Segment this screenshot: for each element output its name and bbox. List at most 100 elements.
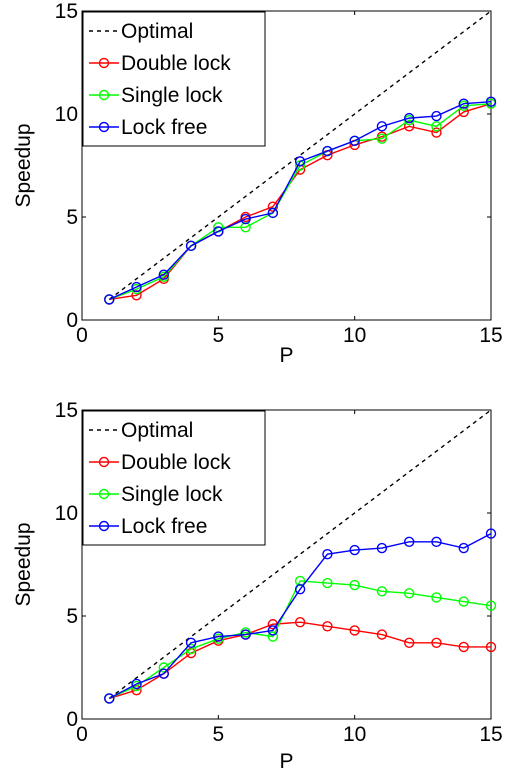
legend-item-double-lock: Double lock	[89, 451, 231, 474]
data-point-double-lock	[322, 621, 333, 632]
legend-item-single-lock: Single lock	[89, 483, 223, 506]
data-point-lock-free	[131, 281, 142, 293]
legend-item-lock-free: Lock free	[89, 515, 207, 538]
data-point-lock-free	[458, 542, 469, 554]
legend-box	[82, 410, 266, 546]
legend-item-lock-free: Lock free	[89, 116, 207, 139]
data-point-double-lock	[349, 625, 360, 636]
legend-marker	[98, 456, 110, 468]
legend-label: Lock free	[121, 515, 207, 538]
data-point-double-lock	[458, 641, 469, 653]
data-point-lock-free	[322, 549, 333, 560]
bottom-speedup-chart: 0 5 10 15 0 5 10 15 P Speedup Optimal Double lock Si…	[12, 399, 503, 773]
x-axis-label: P	[279, 750, 293, 773]
legend-item-double-lock: Double lock	[89, 52, 231, 75]
data-point-lock-free	[267, 207, 279, 219]
data-point-single-lock	[294, 575, 306, 587]
data-point-lock-free	[376, 542, 388, 554]
data-point-double-lock	[404, 637, 415, 648]
x-tick-label: 5	[212, 324, 224, 347]
y-tick-label: 5	[66, 605, 78, 628]
x-tick-label: 0	[76, 324, 88, 347]
x-tick-label: 10	[343, 723, 366, 746]
data-point-lock-free	[431, 536, 442, 548]
data-point-double-lock	[431, 637, 442, 648]
data-point-lock-free	[376, 121, 388, 132]
data-point-lock-free	[158, 269, 170, 280]
legend-marker	[98, 121, 110, 133]
data-point-single-lock	[485, 600, 497, 611]
legend-item-optimal: Optimal	[89, 419, 193, 442]
data-point-lock-free	[322, 145, 333, 157]
y-tick-label: 15	[55, 0, 78, 23]
data-point-double-lock	[294, 616, 306, 628]
legend-marker	[98, 520, 110, 532]
legend-label: Single lock	[121, 483, 223, 506]
data-point-single-lock	[349, 579, 360, 591]
x-tick-label: 15	[479, 324, 502, 347]
data-point-lock-free	[185, 637, 197, 648]
data-point-single-lock	[158, 662, 170, 673]
x-tick-label: 0	[76, 723, 88, 746]
legend-marker	[98, 57, 110, 69]
x-tick-label: 5	[212, 723, 224, 746]
y-tick-label: 10	[55, 502, 78, 525]
data-point-single-lock	[240, 222, 251, 233]
data-point-single-lock	[185, 643, 197, 655]
y-tick-label: 0	[66, 708, 78, 731]
series-line-lock-free	[108, 100, 492, 301]
data-point-lock-free	[404, 536, 415, 548]
y-tick-label: 5	[66, 206, 78, 229]
legend-item-optimal: Optimal	[89, 20, 193, 43]
series-lock-free	[104, 528, 497, 704]
data-point-lock-free	[131, 678, 142, 690]
legend-label: Double lock	[121, 52, 231, 75]
series-single-lock	[104, 575, 497, 704]
data-point-double-lock	[404, 121, 415, 132]
data-point-double-lock	[131, 290, 142, 301]
data-point-lock-free	[213, 631, 224, 642]
data-point-single-lock	[431, 592, 442, 603]
data-point-lock-free	[185, 240, 197, 252]
y-tick-label: 10	[55, 103, 78, 126]
y-axis-label: Speedup	[12, 123, 35, 207]
data-point-lock-free	[294, 156, 306, 167]
series-line-single-lock	[108, 580, 492, 700]
data-point-double-lock	[267, 201, 279, 212]
legend-label: Optimal	[121, 419, 193, 442]
plot-area	[81, 10, 492, 321]
data-point-double-lock	[458, 106, 469, 118]
data-point-single-lock	[458, 596, 469, 607]
data-point-lock-free	[458, 98, 469, 109]
legend-label: Single lock	[121, 84, 223, 107]
legend-marker	[98, 488, 110, 500]
y-tick-label: 0	[66, 309, 78, 332]
data-point-single-lock	[431, 121, 442, 132]
plot-area	[81, 409, 492, 720]
y-tick-label: 15	[55, 399, 78, 422]
data-point-lock-free	[431, 110, 442, 122]
data-point-single-lock	[404, 588, 415, 599]
data-point-lock-free	[240, 213, 251, 225]
data-point-lock-free	[404, 112, 415, 124]
x-axis-label: P	[279, 344, 293, 367]
data-point-lock-free	[104, 693, 115, 704]
legend: Optimal Double lock Single lock Lock free	[82, 410, 266, 546]
data-point-single-lock	[376, 133, 388, 144]
legend-label: Optimal	[121, 20, 193, 43]
data-point-double-lock	[376, 629, 388, 640]
data-point-lock-free	[213, 226, 224, 237]
data-point-double-lock	[431, 127, 442, 138]
data-point-lock-free	[349, 544, 360, 556]
series-line-lock-free	[108, 532, 492, 700]
data-point-lock-free	[294, 584, 306, 595]
top-speedup-chart: 0 5 10 15 0 5 10 15 P Speedup Optimal Double lock Si…	[12, 0, 503, 367]
series-double-lock	[104, 616, 497, 704]
legend-item-single-lock: Single lock	[89, 84, 223, 107]
data-point-double-lock	[485, 641, 497, 653]
data-point-lock-free	[267, 625, 279, 636]
data-point-lock-free	[240, 629, 251, 640]
data-point-lock-free	[485, 528, 497, 539]
data-point-lock-free	[485, 96, 497, 107]
